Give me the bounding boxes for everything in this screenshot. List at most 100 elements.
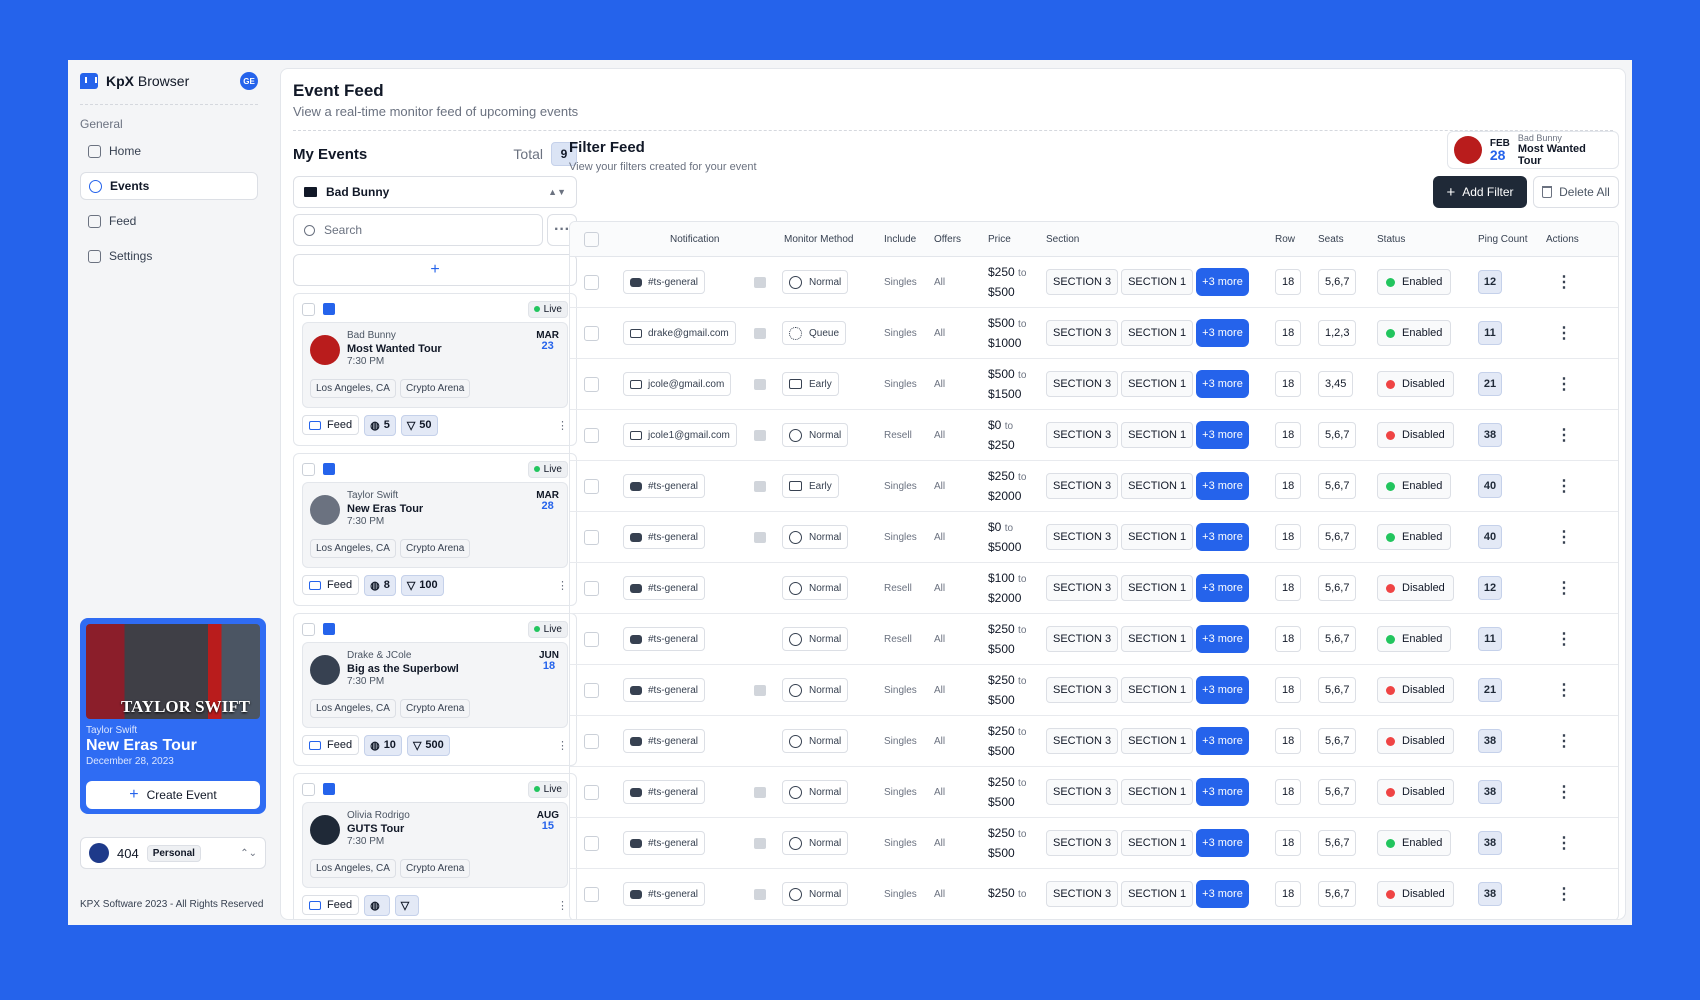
status-badge[interactable]: Disabled <box>1377 575 1454 601</box>
table-row[interactable]: #ts-general Normal Singles All $0 to $5000 SEC… <box>570 512 1618 563</box>
table-row[interactable]: #ts-general Normal Singles All $250 to $500 SE… <box>570 257 1618 308</box>
status-badge[interactable]: Disabled <box>1377 728 1454 754</box>
event-card[interactable]: Live Olivia Rodrigo GUTS Tour 7:30 PM AUG 15 L… <box>293 773 577 919</box>
event-checkbox[interactable] <box>302 302 315 316</box>
row-actions-icon[interactable]: ⋮ <box>1556 427 1572 444</box>
event-checkbox[interactable] <box>302 782 315 796</box>
selected-event-chip[interactable]: FEB 28 Bad Bunny Most Wanted Tour <box>1447 131 1619 169</box>
select-all-checkbox[interactable] <box>584 231 599 247</box>
search-input[interactable]: Search <box>293 214 543 246</box>
card-menu-icon[interactable]: ⋮ <box>557 419 568 432</box>
event-checkbox[interactable] <box>302 462 315 476</box>
user-avatar[interactable]: GE <box>240 72 258 90</box>
feed-button[interactable]: Feed <box>302 735 360 755</box>
more-sections-button[interactable]: +3 more <box>1196 319 1249 347</box>
event-card[interactable]: Live Drake & JCole Big as the Superbowl 7:3… <box>293 613 577 766</box>
table-row[interactable]: #ts-general Normal Singles All $250 to $500 SE… <box>570 665 1618 716</box>
create-event-button[interactable]: + Create Event <box>86 781 260 809</box>
row-checkbox[interactable] <box>584 886 599 902</box>
row-checkbox[interactable] <box>584 325 599 341</box>
row-actions-icon[interactable]: ⋮ <box>1556 580 1572 597</box>
sidebar-item-home[interactable]: Home <box>80 137 258 165</box>
row-checkbox[interactable] <box>584 580 599 596</box>
row-checkbox[interactable] <box>584 274 599 290</box>
status-badge[interactable]: Disabled <box>1377 677 1454 703</box>
add-event-button[interactable]: + <box>293 254 577 286</box>
card-menu-icon[interactable]: ⋮ <box>557 899 568 912</box>
artist-select[interactable]: Bad Bunny ▲▼ <box>293 176 577 208</box>
status-badge[interactable]: Enabled <box>1377 473 1452 499</box>
message-icon[interactable] <box>754 837 766 849</box>
message-icon[interactable] <box>754 888 766 900</box>
row-actions-icon[interactable]: ⋮ <box>1556 835 1572 852</box>
feed-button[interactable]: Feed <box>302 575 360 595</box>
table-row[interactable]: jcole1@gmail.com Normal Resell All $0 to $250… <box>570 410 1618 461</box>
feed-button[interactable]: Feed <box>302 895 360 915</box>
card-menu-icon[interactable]: ⋮ <box>557 579 568 592</box>
row-checkbox[interactable] <box>584 631 599 647</box>
message-icon[interactable] <box>754 786 766 798</box>
more-sections-button[interactable]: +3 more <box>1196 370 1249 398</box>
message-icon[interactable] <box>754 429 766 441</box>
event-card[interactable]: Live Taylor Swift New Eras Tour 7:30 PM MAR 2… <box>293 453 577 606</box>
more-sections-button[interactable]: +3 more <box>1196 880 1249 908</box>
sidebar-item-feed[interactable]: Feed <box>80 207 258 235</box>
table-row[interactable]: #ts-general Normal Resell All $100 to $2000 SE… <box>570 563 1618 614</box>
status-badge[interactable]: Disabled <box>1377 779 1454 805</box>
message-icon[interactable] <box>754 276 766 288</box>
row-checkbox[interactable] <box>584 733 599 749</box>
row-checkbox[interactable] <box>584 376 599 392</box>
message-icon[interactable] <box>754 378 766 390</box>
table-row[interactable]: jcole@gmail.com Early Singles All $500 to $15… <box>570 359 1618 410</box>
status-badge[interactable]: Enabled <box>1377 524 1452 550</box>
row-checkbox[interactable] <box>584 478 599 494</box>
sidebar-item-events[interactable]: Events <box>80 172 258 200</box>
card-menu-icon[interactable]: ⋮ <box>557 739 568 752</box>
more-sections-button[interactable]: +3 more <box>1196 574 1249 602</box>
row-actions-icon[interactable]: ⋮ <box>1556 274 1572 291</box>
event-checkbox[interactable] <box>302 622 315 636</box>
status-badge[interactable]: Disabled <box>1377 881 1454 907</box>
message-icon[interactable] <box>754 480 766 492</box>
row-actions-icon[interactable]: ⋮ <box>1556 886 1572 903</box>
status-badge[interactable]: Enabled <box>1377 269 1452 295</box>
table-row[interactable]: #ts-general Normal Singles All $250 to SECTIO… <box>570 869 1618 919</box>
message-icon[interactable] <box>754 531 766 543</box>
row-actions-icon[interactable]: ⋮ <box>1556 376 1572 393</box>
row-checkbox[interactable] <box>584 427 599 443</box>
row-checkbox[interactable] <box>584 835 599 851</box>
add-filter-button[interactable]: + Add Filter <box>1433 176 1527 208</box>
row-actions-icon[interactable]: ⋮ <box>1556 733 1572 750</box>
row-actions-icon[interactable]: ⋮ <box>1556 325 1572 342</box>
table-row[interactable]: #ts-general Normal Singles All $250 to $500 SE… <box>570 818 1618 869</box>
status-badge[interactable]: Enabled <box>1377 626 1452 652</box>
row-checkbox[interactable] <box>584 784 599 800</box>
row-actions-icon[interactable]: ⋮ <box>1556 478 1572 495</box>
event-card[interactable]: Live Bad Bunny Most Wanted Tour 7:30 PM MAR 2… <box>293 293 577 446</box>
row-actions-icon[interactable]: ⋮ <box>1556 529 1572 546</box>
row-actions-icon[interactable]: ⋮ <box>1556 631 1572 648</box>
more-sections-button[interactable]: +3 more <box>1196 472 1249 500</box>
row-checkbox[interactable] <box>584 682 599 698</box>
table-row[interactable]: #ts-general Early Singles All $250 to $2000 SE… <box>570 461 1618 512</box>
delete-all-button[interactable]: Delete All <box>1533 176 1619 208</box>
row-checkbox[interactable] <box>584 529 599 545</box>
more-sections-button[interactable]: +3 more <box>1196 829 1249 857</box>
more-sections-button[interactable]: +3 more <box>1196 421 1249 449</box>
sidebar-item-settings[interactable]: Settings <box>80 242 258 270</box>
table-row[interactable]: #ts-general Normal Resell All $250 to $500 SEC… <box>570 614 1618 665</box>
more-sections-button[interactable]: +3 more <box>1196 778 1249 806</box>
status-badge[interactable]: Enabled <box>1377 830 1452 856</box>
account-switcher[interactable]: 404 Personal ⌃⌄ <box>80 837 266 869</box>
row-actions-icon[interactable]: ⋮ <box>1556 784 1572 801</box>
more-sections-button[interactable]: +3 more <box>1196 676 1249 704</box>
status-badge[interactable]: Enabled <box>1377 320 1452 346</box>
more-sections-button[interactable]: +3 more <box>1196 625 1249 653</box>
more-sections-button[interactable]: +3 more <box>1196 268 1249 296</box>
table-row[interactable]: drake@gmail.com Queue Singles All $500 to $10… <box>570 308 1618 359</box>
status-badge[interactable]: Disabled <box>1377 371 1454 397</box>
table-row[interactable]: #ts-general Normal Singles All $250 to $500 SE… <box>570 716 1618 767</box>
row-actions-icon[interactable]: ⋮ <box>1556 682 1572 699</box>
message-icon[interactable] <box>754 327 766 339</box>
more-sections-button[interactable]: +3 more <box>1196 727 1249 755</box>
